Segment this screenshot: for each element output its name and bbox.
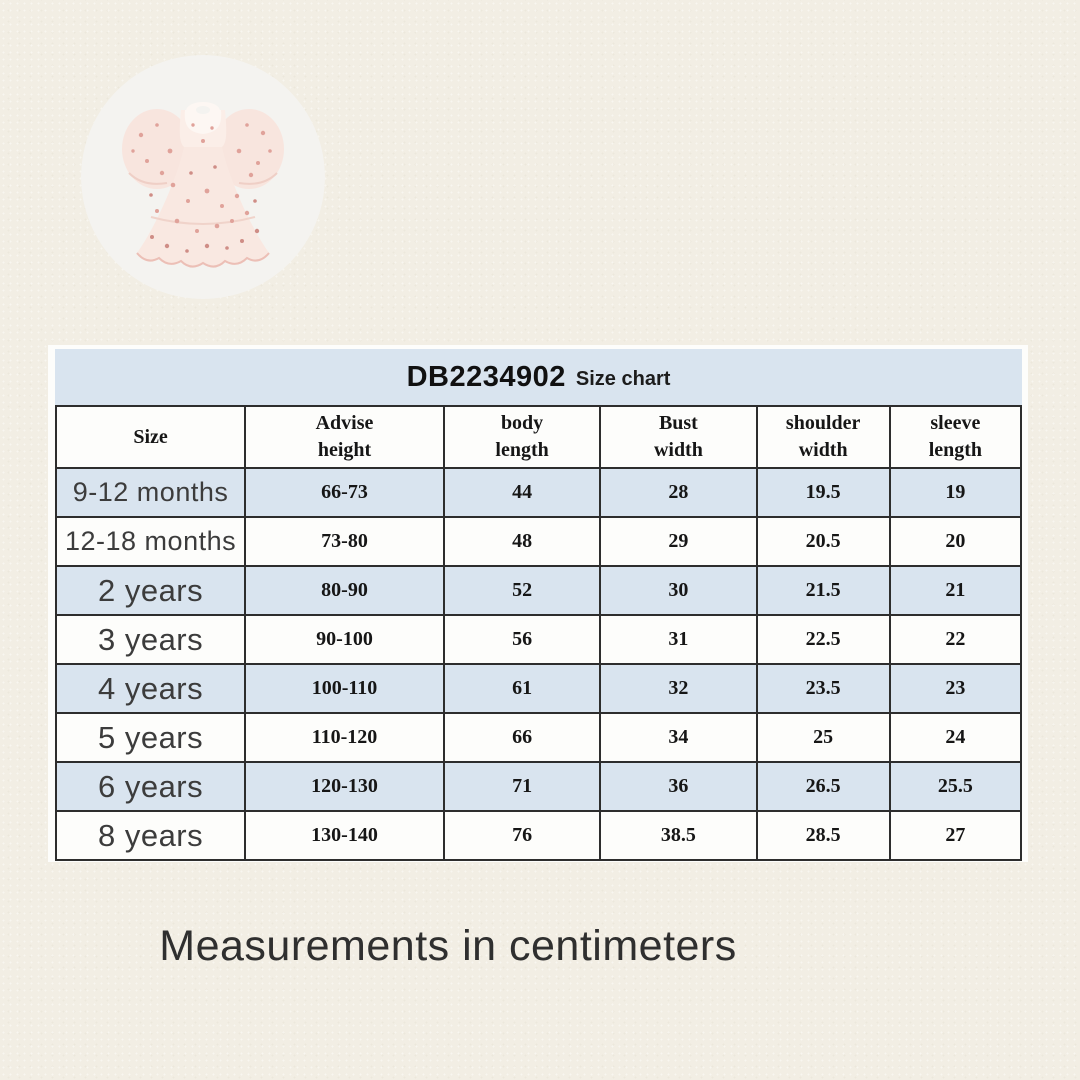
size-chart-panel: DB2234902 Size chart Size Advise height bod… xyxy=(48,345,1028,862)
size-chart-label: Size chart xyxy=(575,367,671,390)
measurement-cell: 66-73 xyxy=(244,467,445,518)
measurement-cell: 80-90 xyxy=(244,565,445,616)
measurement-cell: 52 xyxy=(442,565,602,616)
table-row: 8 years 130-140 76 38.5 28.5 27 xyxy=(54,810,1023,861)
dress-illustration-icon xyxy=(81,55,325,299)
size-label-cell: 6 years xyxy=(54,761,247,812)
measurement-cell: 24 xyxy=(888,712,1023,763)
size-label-cell: 8 years xyxy=(54,810,247,861)
measurement-cell: 25.5 xyxy=(888,761,1023,812)
column-header: Size xyxy=(54,405,247,469)
measurement-cell: 28.5 xyxy=(755,810,891,861)
size-table: Size Advise height body length Bust width shoul… xyxy=(54,405,1023,861)
measurement-cell: 130-140 xyxy=(244,810,445,861)
table-row: 3 years 90-100 56 31 22.5 22 xyxy=(54,614,1023,665)
measurement-cell: 61 xyxy=(442,663,602,714)
size-label-cell: 12-18 months xyxy=(54,516,247,567)
table-row: 2 years 80-90 52 30 21.5 21 xyxy=(54,565,1023,616)
measurement-cell: 23.5 xyxy=(755,663,891,714)
measurement-cell: 20.5 xyxy=(755,516,891,567)
measurement-cell: 44 xyxy=(442,467,602,518)
column-header: Bust width xyxy=(599,405,758,469)
measurement-cell: 110-120 xyxy=(244,712,445,763)
product-code: DB2234902 xyxy=(406,360,566,393)
table-row: 4 years 100-110 61 32 23.5 23 xyxy=(54,663,1023,714)
column-header: body length xyxy=(442,405,602,469)
table-row: 12-18 months 73-80 48 29 20.5 20 xyxy=(54,516,1023,567)
column-header: sleeve length xyxy=(888,405,1023,469)
measurement-cell: 25 xyxy=(755,712,891,763)
measurement-cell: 27 xyxy=(888,810,1023,861)
measurement-cell: 30 xyxy=(599,565,758,616)
measurement-cell: 120-130 xyxy=(244,761,445,812)
size-label-cell: 3 years xyxy=(54,614,247,665)
measurement-cell: 73-80 xyxy=(244,516,445,567)
column-header: Advise height xyxy=(244,405,445,469)
measurement-cell: 28 xyxy=(599,467,758,518)
table-row: 9-12 months 66-73 44 28 19.5 19 xyxy=(54,467,1023,518)
measurement-cell: 29 xyxy=(599,516,758,567)
measurement-cell: 31 xyxy=(599,614,758,665)
measurement-cell: 76 xyxy=(442,810,602,861)
table-row: 6 years 120-130 71 36 26.5 25.5 xyxy=(54,761,1023,812)
measurement-cell: 21 xyxy=(888,565,1023,616)
measurement-cell: 56 xyxy=(442,614,602,665)
measurement-cell: 34 xyxy=(599,712,758,763)
size-label-cell: 9-12 months xyxy=(54,467,247,518)
measurement-cell: 19.5 xyxy=(755,467,891,518)
units-caption: Measurements in centimeters xyxy=(159,922,737,970)
size-label-cell: 4 years xyxy=(54,663,247,714)
measurement-cell: 36 xyxy=(599,761,758,812)
measurement-cell: 71 xyxy=(442,761,602,812)
measurement-cell: 23 xyxy=(888,663,1023,714)
measurement-cell: 21.5 xyxy=(755,565,891,616)
measurement-cell: 32 xyxy=(599,663,758,714)
product-photo xyxy=(81,55,325,299)
table-row: 5 years 110-120 66 34 25 24 xyxy=(54,712,1023,763)
size-table-body: 9-12 months 66-73 44 28 19.5 19 12-18 months 73… xyxy=(54,467,1023,861)
measurement-cell: 22.5 xyxy=(755,614,891,665)
measurement-cell: 100-110 xyxy=(244,663,445,714)
measurement-cell: 66 xyxy=(442,712,602,763)
measurement-cell: 22 xyxy=(888,614,1023,665)
table-header-row: Size Advise height body length Bust width shoul… xyxy=(54,405,1023,469)
measurement-cell: 90-100 xyxy=(244,614,445,665)
measurement-cell: 19 xyxy=(888,467,1023,518)
measurement-cell: 26.5 xyxy=(755,761,891,812)
size-label-cell: 5 years xyxy=(54,712,247,763)
column-header: shoulder width xyxy=(755,405,891,469)
size-label-cell: 2 years xyxy=(54,565,247,616)
measurement-cell: 38.5 xyxy=(599,810,758,861)
measurement-cell: 48 xyxy=(442,516,602,567)
measurement-cell: 20 xyxy=(888,516,1023,567)
size-chart-title-band: DB2234902 Size chart xyxy=(55,349,1022,405)
